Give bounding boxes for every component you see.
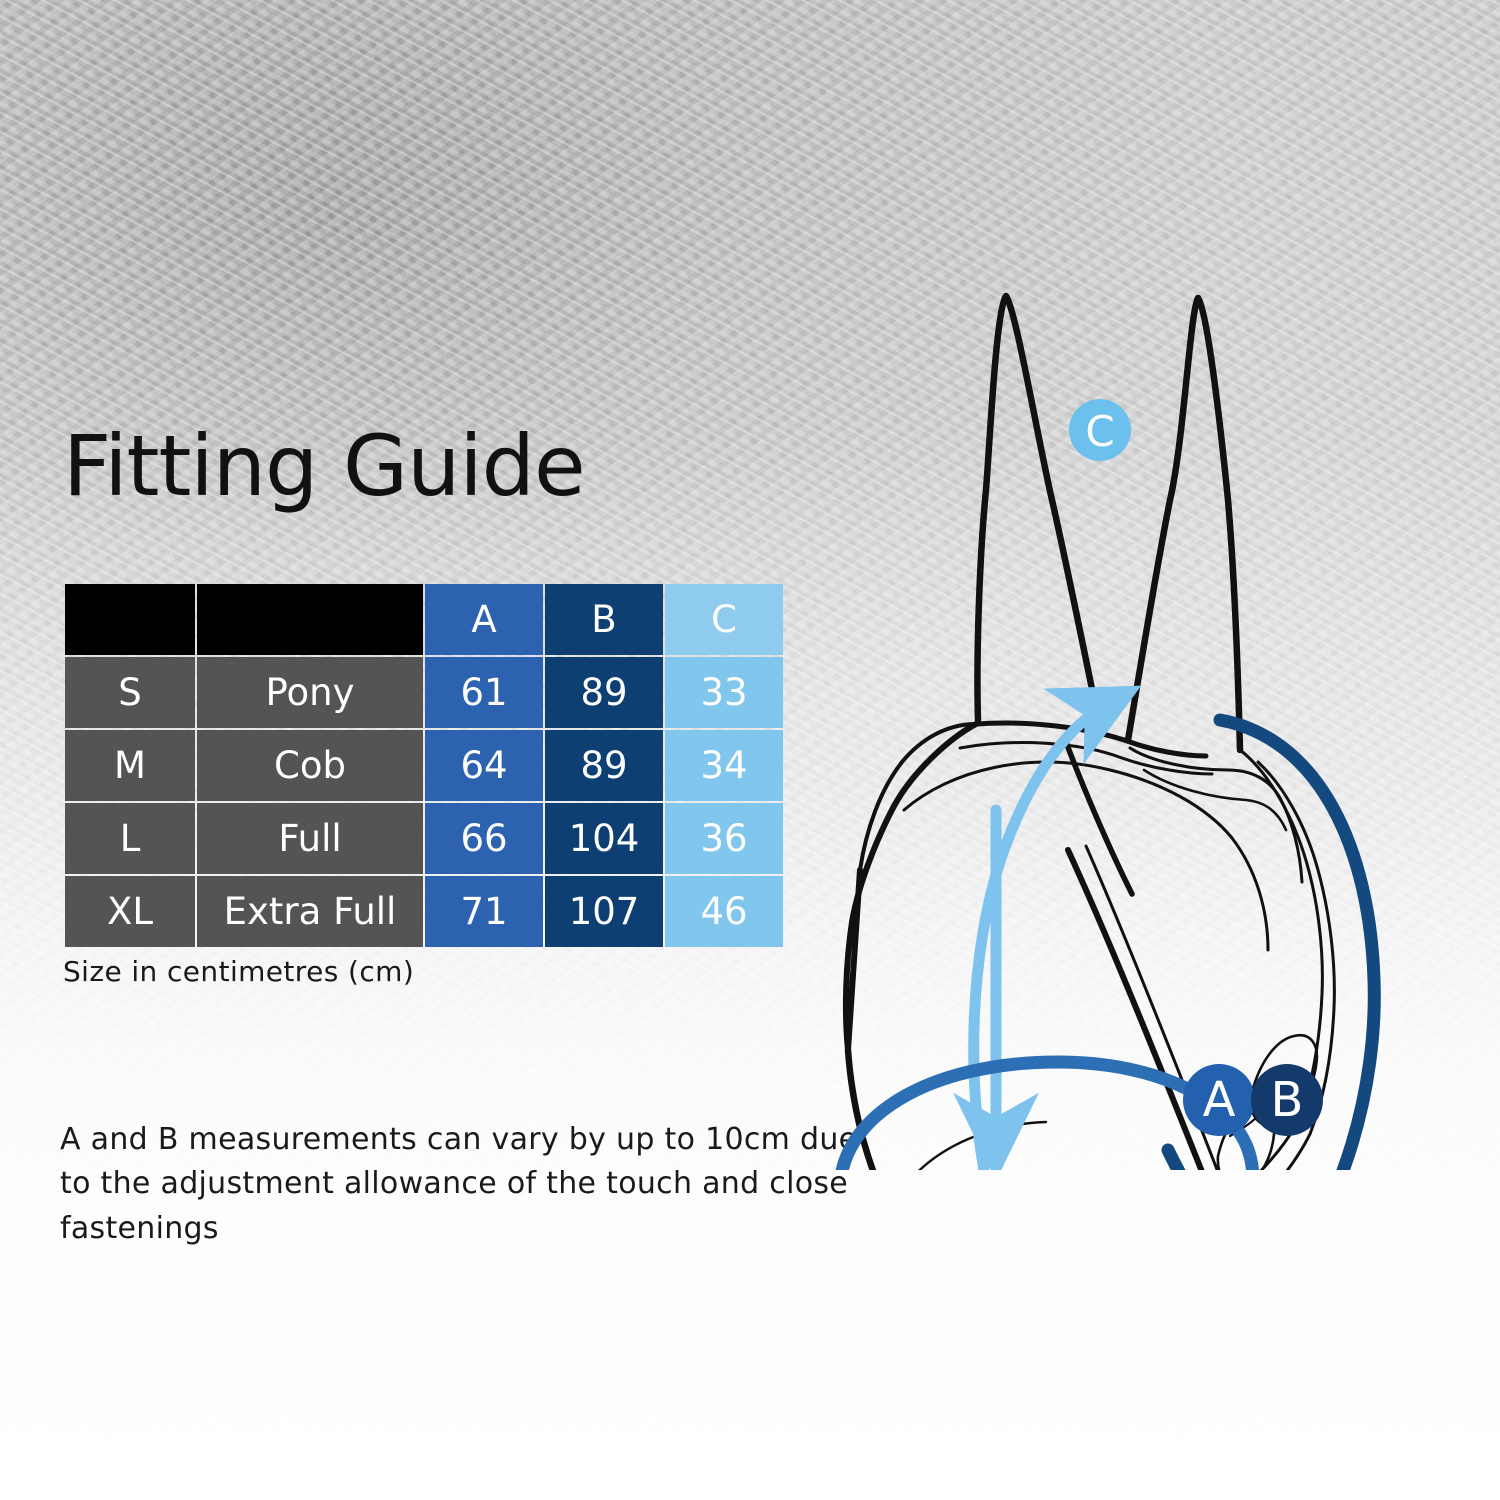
cell-meas-a: 64	[425, 730, 543, 801]
cell-meas-c: 46	[665, 876, 783, 947]
cell-meas-b: 107	[545, 876, 663, 947]
badge-a-label: A	[1203, 1072, 1236, 1128]
cell-fit: Cob	[197, 730, 423, 801]
header-cell-b: B	[545, 584, 663, 655]
cell-size: S	[65, 657, 195, 728]
cell-meas-b: 104	[545, 803, 663, 874]
table-row: S Pony 61 89 33	[65, 657, 783, 728]
cell-fit: Pony	[197, 657, 423, 728]
cell-meas-a: 61	[425, 657, 543, 728]
table-row: M Cob 64 89 34	[65, 730, 783, 801]
header-cell-a: A	[425, 584, 543, 655]
fly-mask-diagram: C	[800, 250, 1500, 1170]
header-cell-blank-fit	[197, 584, 423, 655]
measurement-arrow-b-short	[1161, 1143, 1186, 1170]
table-header-row: A B C	[65, 584, 783, 655]
cell-fit: Extra Full	[197, 876, 423, 947]
table-row: L Full 66 104 36	[65, 803, 783, 874]
badge-a: A	[1183, 1064, 1255, 1136]
badge-b-label: B	[1271, 1072, 1304, 1128]
cell-meas-a: 66	[425, 803, 543, 874]
cell-size: L	[65, 803, 195, 874]
table-units-note: Size in centimetres (cm)	[63, 955, 415, 988]
cell-size: XL	[65, 876, 195, 947]
measurement-footnote: A and B measurements can vary by up to 1…	[60, 1122, 858, 1246]
cell-meas-c: 33	[665, 657, 783, 728]
badge-b: B	[1251, 1064, 1323, 1136]
page-title: Fitting Guide	[63, 417, 586, 515]
table-row: XL Extra Full 71 107 46	[65, 876, 783, 947]
header-cell-c: C	[665, 584, 783, 655]
cell-meas-b: 89	[545, 730, 663, 801]
measurement-arrow-b	[1213, 713, 1381, 1170]
cell-size: M	[65, 730, 195, 801]
size-chart-table: A B C S Pony 61 89 33 M Cob 64 89 34 L F…	[63, 582, 785, 949]
cell-meas-b: 89	[545, 657, 663, 728]
measurement-arrow-a	[835, 1055, 1259, 1170]
cell-meas-c: 36	[665, 803, 783, 874]
badge-c: C	[1069, 399, 1131, 461]
header-cell-blank-size	[65, 584, 195, 655]
cell-fit: Full	[197, 803, 423, 874]
cell-meas-c: 34	[665, 730, 783, 801]
badge-c-label: C	[1085, 407, 1114, 456]
cell-meas-a: 71	[425, 876, 543, 947]
